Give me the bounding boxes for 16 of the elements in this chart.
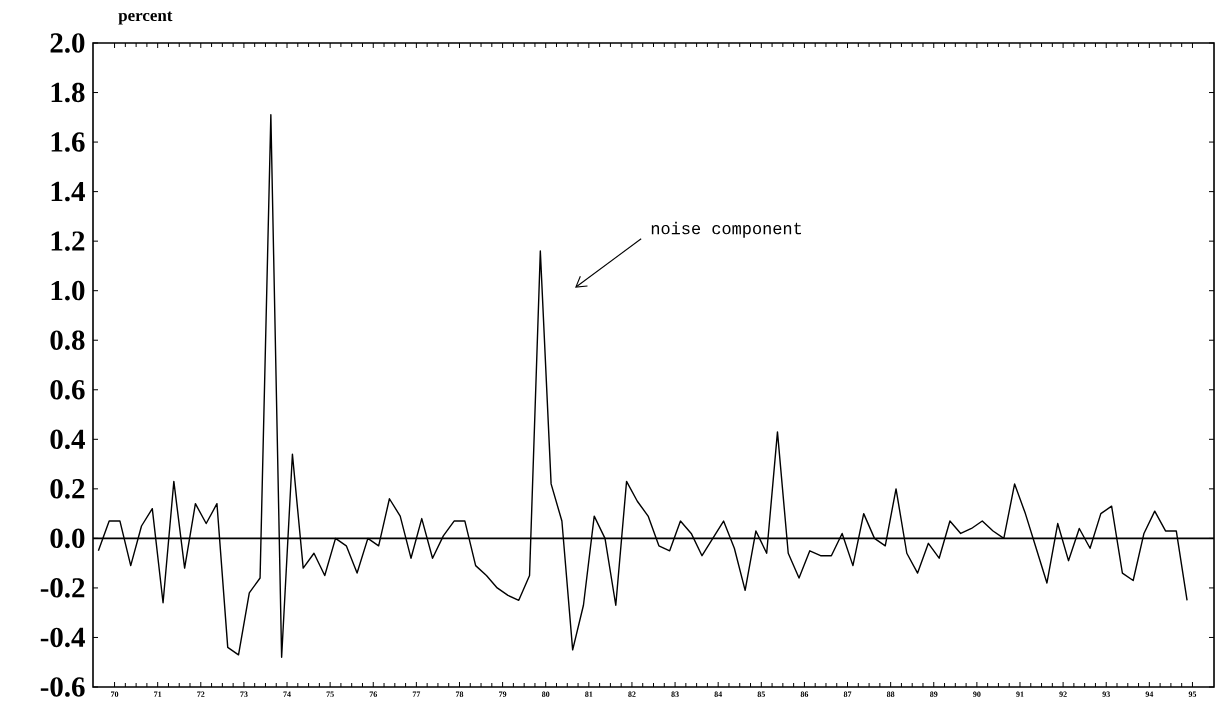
y-tick-label: 2.0 bbox=[50, 33, 85, 53]
y-tick-label: 0.6 bbox=[50, 379, 85, 400]
y-tick-label: 1.2 bbox=[51, 231, 85, 251]
y-tick-label: -0.4 bbox=[40, 627, 85, 648]
y-tick-label: 0.0 bbox=[50, 528, 85, 549]
y-tick-label: 0.2 bbox=[50, 479, 85, 499]
y-tick-label: -0.2 bbox=[40, 578, 85, 598]
y-axis-title: percent bbox=[118, 11, 173, 25]
y-tick-label: 1.0 bbox=[51, 280, 85, 301]
y-tick-label: 1.6 bbox=[51, 132, 85, 152]
annotation: noise component bbox=[651, 221, 802, 238]
y-tick-label: 0.4 bbox=[50, 429, 85, 450]
y-tick-label: -0.6 bbox=[40, 677, 85, 697]
y-tick-label: 1.8 bbox=[51, 82, 85, 103]
y-tick-label: 0.8 bbox=[50, 330, 85, 351]
y-tick-label: 1.4 bbox=[51, 181, 85, 202]
